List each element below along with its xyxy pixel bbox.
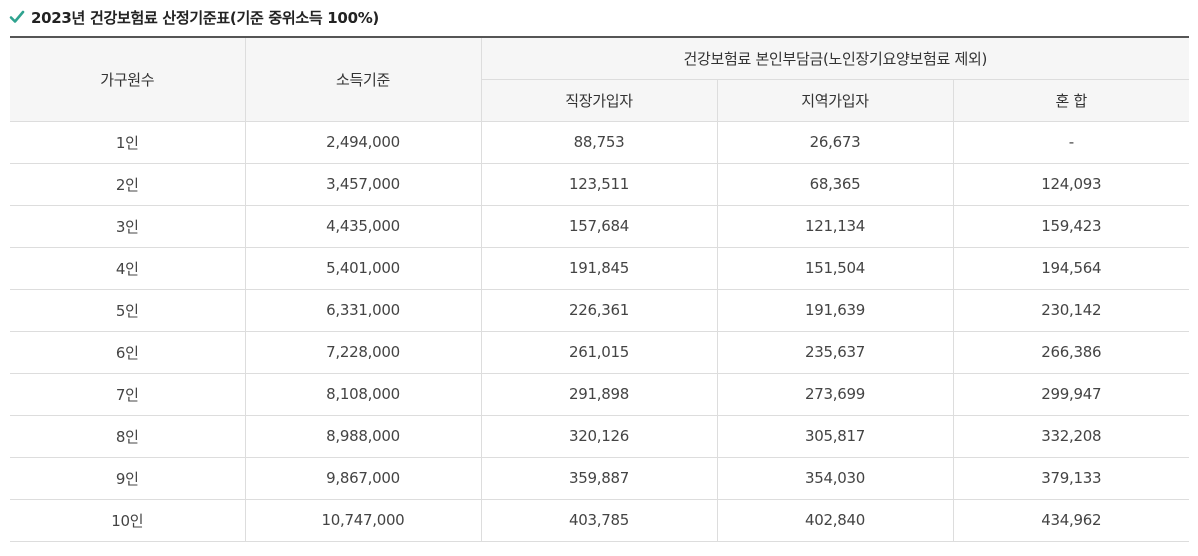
header-premium-group: 건강보험료 본인부담금(노인장기요양보험료 제외) xyxy=(480,36,1190,80)
cell-mixed: 299,947 xyxy=(952,372,1190,416)
cell-employee: 226,361 xyxy=(480,288,718,332)
table-row: 3인 4,435,000 157,684 121,134 159,423 xyxy=(10,204,1190,248)
cell-income: 10,747,000 xyxy=(244,498,482,542)
table-row: 6인 7,228,000 261,015 235,637 266,386 xyxy=(10,330,1190,374)
cell-household: 4인 xyxy=(10,246,246,290)
cell-income: 2,494,000 xyxy=(244,120,482,164)
cell-mixed: 230,142 xyxy=(952,288,1190,332)
cell-mixed: 332,208 xyxy=(952,414,1190,458)
cell-income: 9,867,000 xyxy=(244,456,482,500)
cell-employee: 359,887 xyxy=(480,456,718,500)
table-row: 4인 5,401,000 191,845 151,504 194,564 xyxy=(10,246,1190,290)
cell-employee: 403,785 xyxy=(480,498,718,542)
cell-regional: 121,134 xyxy=(716,204,954,248)
table-row: 7인 8,108,000 291,898 273,699 299,947 xyxy=(10,372,1190,416)
cell-household: 2인 xyxy=(10,162,246,206)
table-row: 1인 2,494,000 88,753 26,673 - xyxy=(10,120,1190,164)
cell-mixed: 266,386 xyxy=(952,330,1190,374)
cell-regional: 191,639 xyxy=(716,288,954,332)
table-header: 가구원수 소득기준 건강보험료 본인부담금(노인장기요양보험료 제외) 직장가입… xyxy=(10,36,1190,122)
cell-income: 7,228,000 xyxy=(244,330,482,374)
cell-mixed: - xyxy=(952,120,1190,164)
cell-income: 4,435,000 xyxy=(244,204,482,248)
cell-income: 6,331,000 xyxy=(244,288,482,332)
cell-mixed: 124,093 xyxy=(952,162,1190,206)
header-row-top: 가구원수 소득기준 건강보험료 본인부담금(노인장기요양보험료 제외) xyxy=(10,36,1190,122)
cell-household: 3인 xyxy=(10,204,246,248)
cell-regional: 354,030 xyxy=(716,456,954,500)
cell-employee: 123,511 xyxy=(480,162,718,206)
header-regional: 지역가입자 xyxy=(716,78,954,122)
cell-mixed: 434,962 xyxy=(952,498,1190,542)
table-row: 10인 10,747,000 403,785 402,840 434,962 xyxy=(10,498,1190,542)
cell-household: 7인 xyxy=(10,372,246,416)
cell-income: 5,401,000 xyxy=(244,246,482,290)
cell-employee: 291,898 xyxy=(480,372,718,416)
check-icon xyxy=(9,10,25,23)
table-title-row: 2023년 건강보험료 산정기준표(기준 중위소득 100%) xyxy=(9,6,379,28)
cell-regional: 26,673 xyxy=(716,120,954,164)
cell-household: 5인 xyxy=(10,288,246,332)
table-row: 2인 3,457,000 123,511 68,365 124,093 xyxy=(10,162,1190,206)
cell-household: 1인 xyxy=(10,120,246,164)
cell-income: 8,108,000 xyxy=(244,372,482,416)
table-row: 5인 6,331,000 226,361 191,639 230,142 xyxy=(10,288,1190,332)
table-row: 9인 9,867,000 359,887 354,030 379,133 xyxy=(10,456,1190,500)
cell-mixed: 159,423 xyxy=(952,204,1190,248)
table-body: 1인 2,494,000 88,753 26,673 - 2인 3,457,00… xyxy=(10,120,1190,542)
cell-employee: 191,845 xyxy=(480,246,718,290)
cell-regional: 68,365 xyxy=(716,162,954,206)
cell-regional: 402,840 xyxy=(716,498,954,542)
header-employee: 직장가입자 xyxy=(481,78,718,122)
header-household: 가구원수 xyxy=(10,36,246,122)
header-income: 소득기준 xyxy=(244,36,482,122)
cell-mixed: 379,133 xyxy=(952,456,1190,500)
cell-employee: 157,684 xyxy=(480,204,718,248)
cell-regional: 273,699 xyxy=(716,372,954,416)
page-title: 2023년 건강보험료 산정기준표(기준 중위소득 100%) xyxy=(31,8,379,27)
cell-income: 8,988,000 xyxy=(244,414,482,458)
cell-household: 9인 xyxy=(10,456,246,500)
cell-household: 10인 xyxy=(10,498,246,542)
cell-regional: 151,504 xyxy=(716,246,954,290)
cell-employee: 320,126 xyxy=(480,414,718,458)
header-mixed: 혼 합 xyxy=(952,78,1190,122)
premium-standard-table: 가구원수 소득기준 건강보험료 본인부담금(노인장기요양보험료 제외) 직장가입… xyxy=(10,36,1190,542)
cell-income: 3,457,000 xyxy=(244,162,482,206)
cell-mixed: 194,564 xyxy=(952,246,1190,290)
cell-regional: 305,817 xyxy=(716,414,954,458)
cell-employee: 261,015 xyxy=(480,330,718,374)
cell-household: 6인 xyxy=(10,330,246,374)
cell-employee: 88,753 xyxy=(480,120,718,164)
cell-regional: 235,637 xyxy=(716,330,954,374)
table-row: 8인 8,988,000 320,126 305,817 332,208 xyxy=(10,414,1190,458)
cell-household: 8인 xyxy=(10,414,246,458)
